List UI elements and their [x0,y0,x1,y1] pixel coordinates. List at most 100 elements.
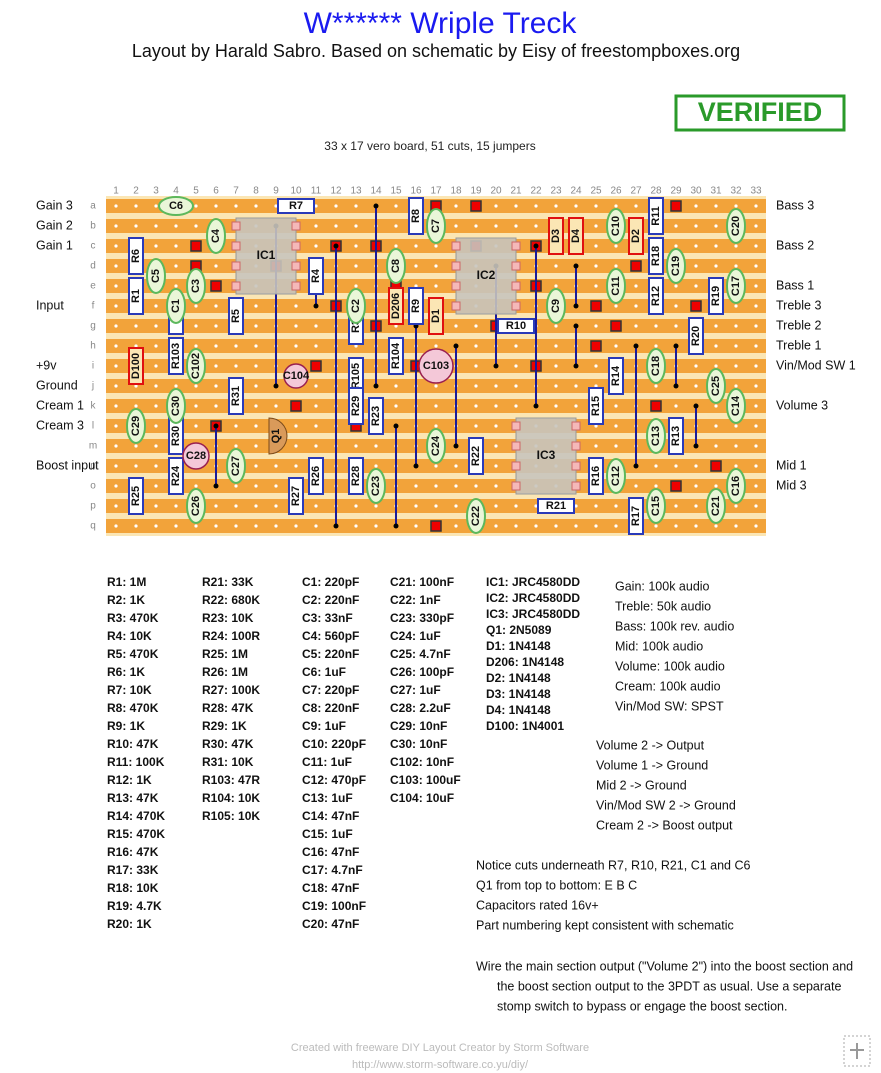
part-entry: R17: 33K [107,863,159,877]
row-letter: j [91,381,94,392]
part-entry: R13: 47K [107,791,159,805]
hole [574,524,578,528]
wiring-note: Wire the main section output ("Volume 2"… [476,959,853,973]
component-label: D3 [550,229,562,243]
hole [634,284,638,288]
hole [594,224,598,228]
hole [314,244,318,248]
hole [234,444,238,448]
hole [114,264,118,268]
part-entry: IC2: JRC4580DD [486,591,580,605]
hole [554,364,558,368]
hole [734,444,738,448]
hole [454,224,458,228]
component: R28 [348,457,364,495]
column-number: 16 [410,186,422,197]
component: R10 [497,318,535,334]
component: C23 [366,468,386,504]
hole [234,424,238,428]
hole [294,304,298,308]
resistor [648,277,664,315]
ic-pin [291,241,301,251]
hole [314,424,318,428]
column-number: 12 [330,186,342,197]
note: Capacitors rated 16v+ [476,898,599,912]
resistor [588,457,604,495]
part-entry: D3: 1N4148 [486,687,551,701]
component-label: C23 [370,476,382,496]
hole [714,264,718,268]
component-label: C20 [730,216,742,236]
column-number: 25 [590,186,602,197]
left-label: Gain 2 [36,218,73,232]
hole [674,504,678,508]
column-number: 21 [510,186,522,197]
solder-point [313,303,319,309]
track-cut [650,400,662,412]
capacitor [466,498,486,534]
component: D4 [568,217,584,255]
hole [394,324,398,328]
hole [714,364,718,368]
hole [554,404,558,408]
resistor [537,498,575,514]
hole [454,204,458,208]
hole [174,384,178,388]
component-label: C4 [210,228,222,243]
hole [114,224,118,228]
hole [554,284,558,288]
hole [674,324,678,328]
component: C104 [283,363,310,389]
component-label: D1 [430,309,442,323]
hole [294,464,298,468]
hole [454,464,458,468]
column-number: 6 [213,186,219,197]
hole [154,204,158,208]
hole [714,224,718,228]
solder-point [333,523,339,529]
component-label: C13 [650,426,662,446]
hole [374,504,378,508]
part-entry: R12: 1K [107,773,152,787]
part-entry: R4: 10K [107,629,152,643]
hole [254,504,258,508]
hole [474,404,478,408]
solder-point [573,323,579,329]
hole [734,424,738,428]
component: C9 [546,288,566,324]
left-label: Input [36,298,64,312]
column-number: 32 [730,186,742,197]
hole [654,324,658,328]
note: Part numbering kept consistent with sche… [476,918,734,932]
component-label: R30 [170,426,182,446]
hole [674,304,678,308]
hole [354,444,358,448]
component-label: R8 [410,209,422,223]
component-label: R12 [650,286,662,306]
hole [754,264,758,268]
resistor [368,397,384,435]
track-cut [630,260,642,272]
capacitor [158,196,194,216]
ic-pin [231,221,241,231]
hole [274,484,278,488]
component-label: C30 [170,396,182,416]
hole [254,484,258,488]
hole [454,504,458,508]
hole [254,444,258,448]
part-entry: R103: 47R [202,773,260,787]
component-label: R14 [610,365,622,386]
hole [394,384,398,388]
hole [154,244,158,248]
component: R4 [308,257,324,295]
ic-pin [511,461,521,471]
component: C3 [186,268,206,304]
hole [154,364,158,368]
hole [434,344,438,348]
note: Q1 from top to bottom: E B C [476,878,637,892]
component-label: C10 [610,216,622,236]
hole [634,484,638,488]
part-entry: R24: 100R [202,629,260,643]
part-entry: C2: 220nF [302,593,359,607]
component-label: R5 [230,309,242,323]
